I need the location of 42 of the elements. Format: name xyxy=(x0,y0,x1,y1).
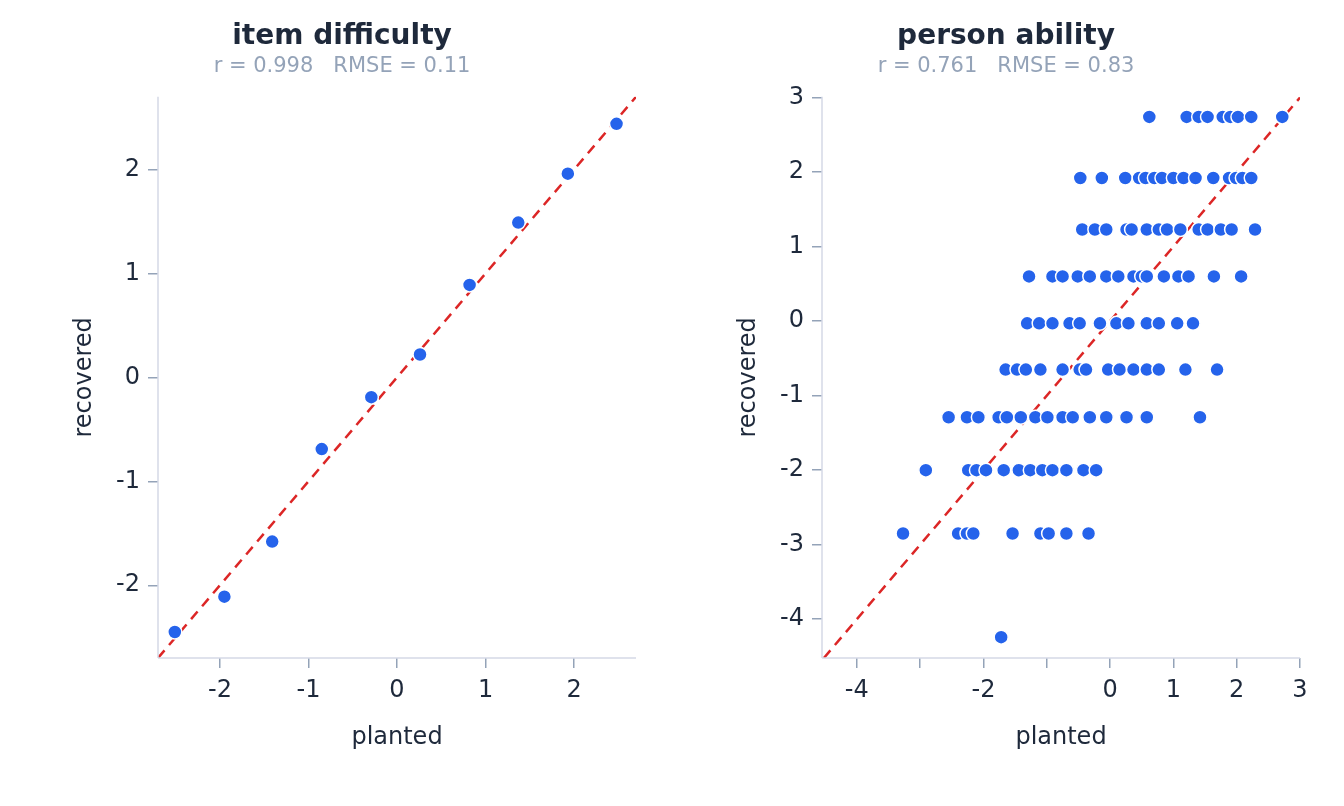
y-tick-label: 3 xyxy=(788,81,804,110)
y-tick-label: 0 xyxy=(124,361,140,390)
x-tick-label: -2 xyxy=(971,674,996,703)
point xyxy=(560,165,576,182)
y-tick-label: -3 xyxy=(780,528,804,557)
chart-subtitle: r = 0.998 RMSE = 0.11 xyxy=(213,52,471,77)
x-tick-label: -2 xyxy=(207,674,232,703)
x-tick-label: 3 xyxy=(1292,674,1308,703)
point xyxy=(264,533,280,550)
x-tick-label: 2 xyxy=(1229,674,1245,703)
point xyxy=(608,116,625,132)
x-tick-label: -1 xyxy=(296,674,321,703)
point xyxy=(314,441,330,457)
y-axis-title: recovered xyxy=(732,317,761,438)
point xyxy=(363,389,380,405)
chart-title: person ability xyxy=(897,18,1115,52)
x-axis-title: planted xyxy=(351,721,443,750)
y-tick-label: 1 xyxy=(124,257,140,286)
point xyxy=(412,346,428,363)
y-tick-label: -1 xyxy=(116,465,140,494)
point xyxy=(167,624,183,640)
y-tick-label: -4 xyxy=(780,603,804,632)
y-tick-label: -1 xyxy=(780,379,804,408)
point xyxy=(510,214,527,231)
chart-subtitle: r = 0.761 RMSE = 0.83 xyxy=(877,52,1135,77)
y-tick-label: 2 xyxy=(124,153,140,182)
x-tick-label: 2 xyxy=(566,674,582,703)
y-tick-label: -2 xyxy=(116,569,140,598)
y-tick-label: -2 xyxy=(780,454,804,483)
x-tick-label: -4 xyxy=(844,674,869,703)
point xyxy=(216,588,233,605)
y-tick-label: 1 xyxy=(788,230,804,259)
chart-title: item difficulty xyxy=(232,18,452,52)
x-tick-label: 1 xyxy=(1165,674,1182,703)
point xyxy=(461,277,478,293)
y-axis-title: recovered xyxy=(68,317,97,438)
x-tick-label: 1 xyxy=(477,674,494,703)
y-tick-label: 0 xyxy=(788,305,804,334)
x-tick-label: 0 xyxy=(389,674,405,703)
x-tick-label: 0 xyxy=(1102,674,1118,703)
x-axis-title: planted xyxy=(1015,721,1107,750)
y-tick-label: 2 xyxy=(788,156,804,185)
